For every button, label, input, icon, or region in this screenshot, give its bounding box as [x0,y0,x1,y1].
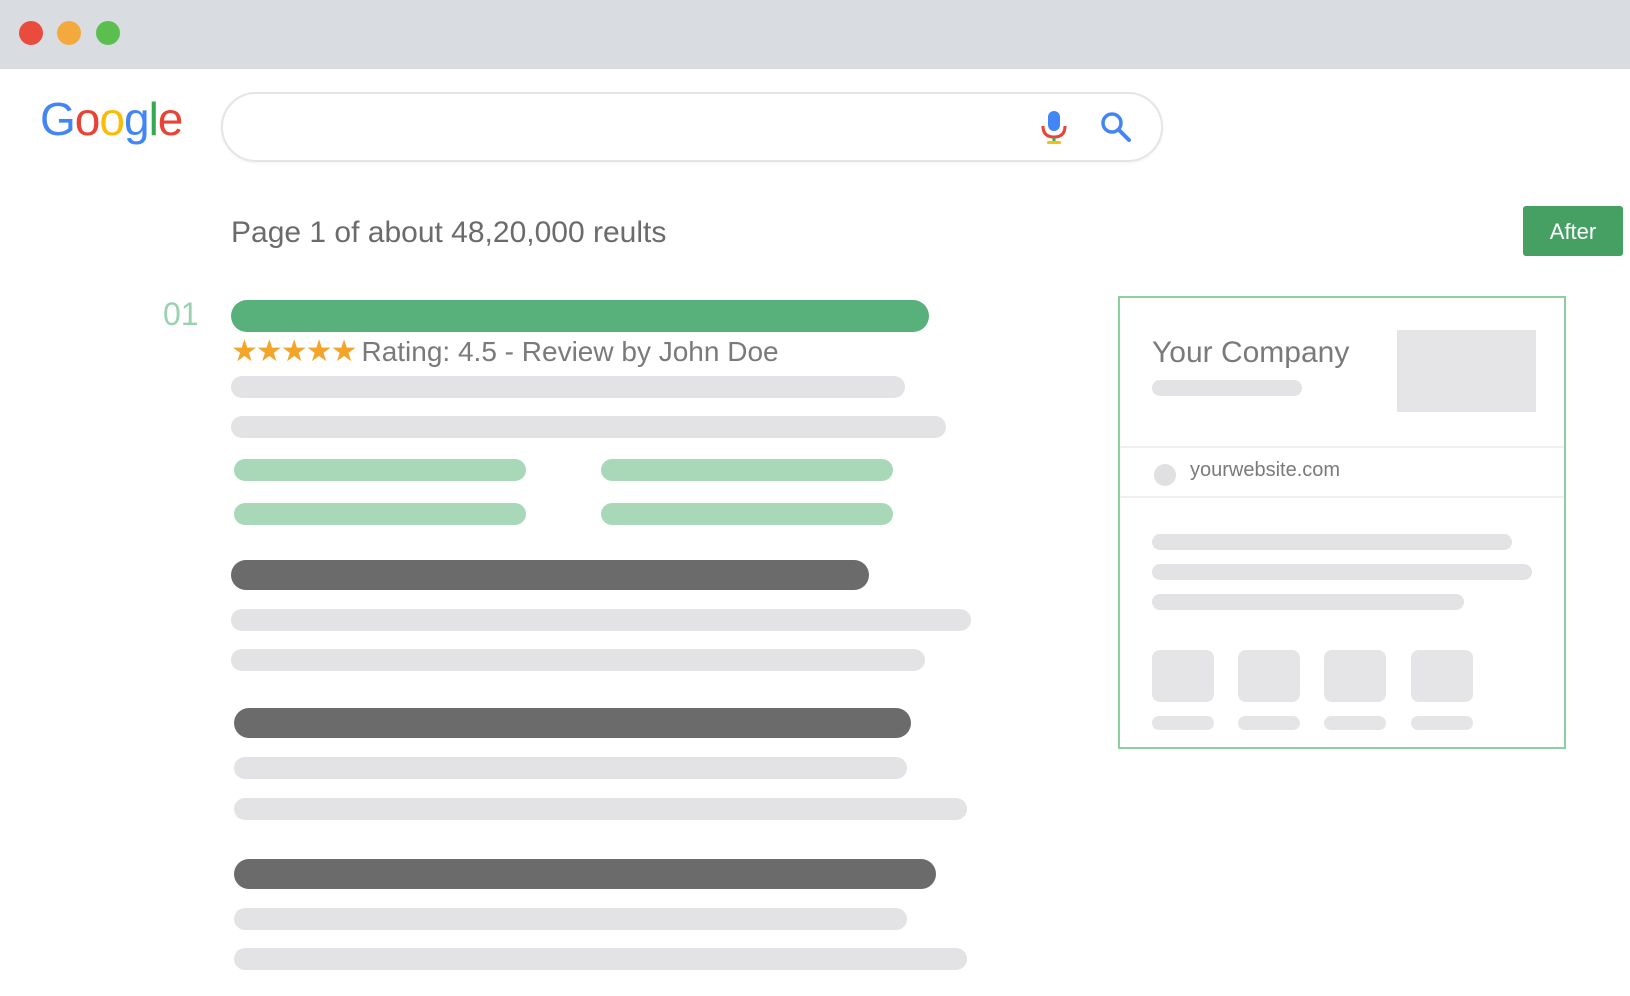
magnifier-icon[interactable] [1099,110,1133,144]
google-logo[interactable]: Google [40,92,184,146]
results-count: Page 1 of about 48,20,000 reults [231,216,667,249]
snippet-line [234,798,967,820]
logo-letter: o [74,93,101,145]
window-titlebar [0,0,1630,69]
sitelink[interactable] [601,503,893,525]
panel-tile-label [1152,716,1214,730]
snippet-line [234,948,967,970]
snippet-line [231,376,905,398]
result-title-link[interactable] [234,708,911,738]
sitelink[interactable] [234,503,526,525]
result-title-link[interactable] [231,560,869,590]
sitelink[interactable] [234,459,526,481]
result-rating: ★★★★★ Rating: 4.5 - Review by John Doe [231,334,779,369]
sitelink[interactable] [601,459,893,481]
panel-tile[interactable] [1411,650,1473,702]
divider [1120,496,1564,498]
close-window-button[interactable] [19,21,43,45]
panel-tile[interactable] [1152,650,1214,702]
result-rank: 01 [163,296,199,332]
rating-stars-icon: ★★★★★ [231,335,357,368]
search-input[interactable] [249,104,1033,150]
panel-tile[interactable] [1238,650,1300,702]
panel-tile-label [1238,716,1300,730]
snippet-line [234,908,907,930]
website-link[interactable]: yourwebsite.com [1190,459,1341,481]
maximize-window-button[interactable] [96,21,120,45]
microphone-icon[interactable] [1038,109,1070,145]
snippet-line [231,649,925,671]
snippet-line [234,757,907,779]
minimize-window-button[interactable] [57,21,81,45]
logo-letter: g [123,93,150,145]
panel-text-line [1152,534,1512,550]
company-subtitle [1152,380,1302,396]
result-title-link[interactable] [234,859,936,889]
after-toggle-button[interactable]: After [1523,206,1623,256]
rating-text: Rating: 4.5 - Review by John Doe [361,336,779,367]
result-title-link[interactable] [231,300,929,332]
panel-text-line [1152,564,1532,580]
panel-tile-label [1411,716,1473,730]
snippet-line [231,416,946,438]
search-box [221,92,1163,162]
logo-letter: o [99,93,125,145]
panel-tile-label [1324,716,1386,730]
panel-tile[interactable] [1324,650,1386,702]
logo-letter: e [157,93,184,145]
company-image [1397,330,1536,412]
logo-letter: l [148,93,159,145]
globe-icon [1154,464,1176,486]
company-name: Your Company [1152,336,1350,369]
panel-text-line [1152,594,1464,610]
divider [1120,446,1564,448]
snippet-line [231,609,971,631]
logo-letter: G [40,93,76,145]
knowledge-panel: Your Company yourwebsite.com [1118,296,1566,749]
